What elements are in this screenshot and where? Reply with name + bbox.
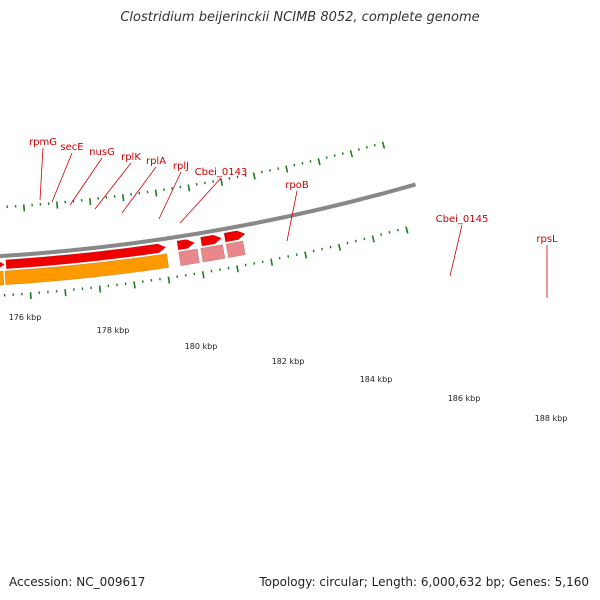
outer-feature-8[interactable]	[0, 270, 5, 289]
gene-label-rpsL[interactable]: rpsL	[536, 234, 558, 245]
outer-tick	[133, 281, 136, 289]
leader-line	[121, 166, 157, 214]
inner-tick	[309, 160, 312, 163]
inner-gene-arrow-12[interactable]	[223, 230, 246, 243]
outer-tick	[321, 247, 324, 251]
outer-tick	[337, 243, 342, 251]
outer-tick	[380, 233, 383, 236]
outer-feature-11[interactable]	[200, 244, 226, 263]
inner-tick	[220, 178, 224, 186]
outer-tick	[371, 235, 375, 243]
inner-tick	[22, 204, 26, 212]
inner-gene-arrow-11[interactable]	[200, 234, 223, 247]
scale-label: 184 kbp	[360, 375, 393, 384]
outer-tick	[363, 237, 366, 241]
leader-line	[286, 190, 298, 242]
gene-labels: rpmG secE nusG rplK rplA rplJ Cbei_0143 rpoB Cbe…	[29, 137, 558, 298]
gene-label-rplJ[interactable]: rplJ	[173, 161, 189, 172]
gene-label-rplK[interactable]: rplK	[121, 152, 141, 163]
inner-tick	[187, 184, 191, 192]
outer-tick	[64, 289, 67, 297]
scale-label: 178 kbp	[97, 326, 130, 335]
scale-label: 180 kbp	[185, 342, 218, 351]
genome-summary: Topology: circular; Length: 6,000,632 bp…	[259, 575, 589, 589]
inner-tick	[357, 148, 360, 151]
outer-tick	[304, 251, 308, 259]
inner-tick	[301, 161, 304, 165]
outer-tick	[405, 226, 409, 234]
leader-line	[179, 177, 222, 224]
scale-label: 186 kbp	[448, 394, 481, 403]
inner-tick	[121, 194, 125, 202]
inner-tick	[260, 170, 263, 174]
inner-tick	[56, 201, 59, 209]
outer-feature-10[interactable]	[178, 248, 200, 267]
leader-line	[449, 224, 463, 277]
tick-marks	[3, 141, 409, 300]
scale-label: 188 kbp	[535, 414, 568, 423]
outer-feature-12[interactable]	[225, 240, 246, 259]
outer-tick	[329, 245, 332, 249]
outer-tick	[312, 249, 315, 253]
inner-tick	[325, 156, 328, 159]
inner-tick	[333, 154, 336, 157]
leader-line	[94, 162, 132, 210]
leader-line	[39, 147, 44, 201]
outer-tick	[98, 285, 102, 293]
inner-tick	[317, 158, 321, 166]
inner-tick	[88, 198, 92, 206]
inner-tick	[293, 163, 296, 167]
inner-tick	[277, 167, 280, 171]
outer-tick	[201, 271, 205, 279]
inner-tick	[285, 165, 289, 173]
inner-gene-arrow-10[interactable]	[176, 239, 196, 251]
outer-tick	[270, 258, 274, 266]
inner-gene-arrow-9[interactable]	[5, 243, 167, 270]
gene-label-rplA[interactable]: rplA	[146, 156, 166, 167]
outer-tick	[388, 230, 391, 234]
leader-line	[69, 157, 103, 206]
inner-tick	[373, 143, 376, 147]
inner-tick	[154, 189, 158, 197]
leader-line	[158, 171, 182, 220]
inner-gene-arrow-8[interactable]	[0, 260, 5, 273]
scale-label: 176 kbp	[9, 313, 42, 322]
outer-tick	[346, 241, 349, 245]
scale-label: 182 kbp	[272, 357, 305, 366]
outer-tick	[29, 292, 32, 300]
gene-label-Cbei_0145[interactable]: Cbei_0145	[436, 214, 489, 225]
outer-tick	[396, 228, 399, 232]
scale-labels: 176 kbp 178 kbp 180 kbp 182 kbp 184 kbp 186 k…	[9, 313, 568, 423]
inner-tick	[349, 150, 354, 158]
leader-line	[51, 152, 73, 203]
inner-tick	[381, 141, 386, 149]
gene-features[interactable]	[0, 230, 246, 289]
gene-label-rpmG[interactable]: rpmG	[29, 137, 57, 148]
outer-tick	[236, 265, 239, 273]
outer-tick	[295, 253, 298, 257]
gene-label-secE[interactable]: secE	[60, 142, 83, 153]
gene-label-nusG[interactable]: nusG	[89, 147, 115, 158]
outer-feature-9[interactable]	[4, 253, 170, 286]
inner-tick	[252, 172, 256, 180]
outer-tick	[354, 239, 357, 243]
outer-tick	[167, 276, 171, 284]
genome-title: Clostridium beijerinckii NCIMB 8052, com…	[120, 10, 480, 25]
gene-label-Cbei_0143[interactable]: Cbei_0143	[195, 167, 248, 178]
inner-tick	[365, 145, 368, 149]
outer-tick	[287, 255, 290, 258]
inner-tick	[269, 169, 271, 172]
gene-label-rpoB[interactable]: rpoB	[285, 180, 309, 191]
outer-tick	[278, 256, 281, 260]
inner-tick	[341, 152, 344, 155]
accession-label: Accession: NC_009617	[9, 575, 146, 589]
